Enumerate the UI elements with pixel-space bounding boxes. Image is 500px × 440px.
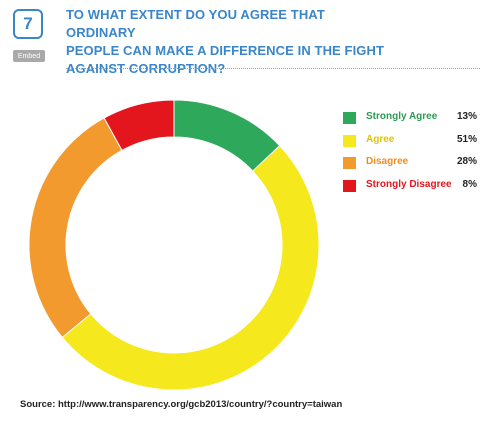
legend-swatch bbox=[343, 134, 356, 147]
slice-strongly-disagree bbox=[103, 99, 175, 152]
legend-item-agree: Agree 51% bbox=[343, 132, 483, 152]
legend-value: 13% bbox=[456, 111, 477, 122]
legend-item-strongly-disagree: Strongly Disagree 8% bbox=[343, 177, 483, 197]
legend-label: Disagree bbox=[366, 156, 409, 167]
title-line-1: TO WHAT EXTENT DO YOU AGREE THAT ORDINAR… bbox=[66, 7, 325, 40]
legend-value: 8% bbox=[462, 178, 477, 190]
legend-swatch bbox=[343, 157, 356, 169]
title-line-2: PEOPLE CAN MAKE A DIFFERENCE IN THE FIGH… bbox=[66, 43, 385, 58]
legend-item-strongly-agree: Strongly Agree 13% bbox=[343, 109, 483, 129]
legend-swatch bbox=[343, 179, 356, 192]
legend-value: 51% bbox=[456, 133, 477, 145]
legend-swatch bbox=[343, 112, 356, 124]
source-citation: Source: http://www.transparency.org/gcb2… bbox=[20, 399, 343, 410]
legend-label: Strongly Disagree bbox=[366, 178, 452, 190]
embed-button[interactable]: Embed bbox=[13, 50, 45, 62]
legend-item-disagree: Disagree 28% bbox=[343, 154, 483, 174]
slice-disagree bbox=[28, 117, 123, 339]
legend-value: 28% bbox=[456, 156, 477, 167]
question-number-badge: 7 bbox=[13, 9, 43, 39]
slice-agree bbox=[61, 145, 320, 391]
legend-label: Agree bbox=[366, 133, 395, 145]
legend-label: Strongly Agree bbox=[366, 111, 438, 122]
title-divider bbox=[66, 68, 480, 69]
legend: Strongly Agree 13% Agree 51% Disagree 28… bbox=[343, 109, 483, 199]
